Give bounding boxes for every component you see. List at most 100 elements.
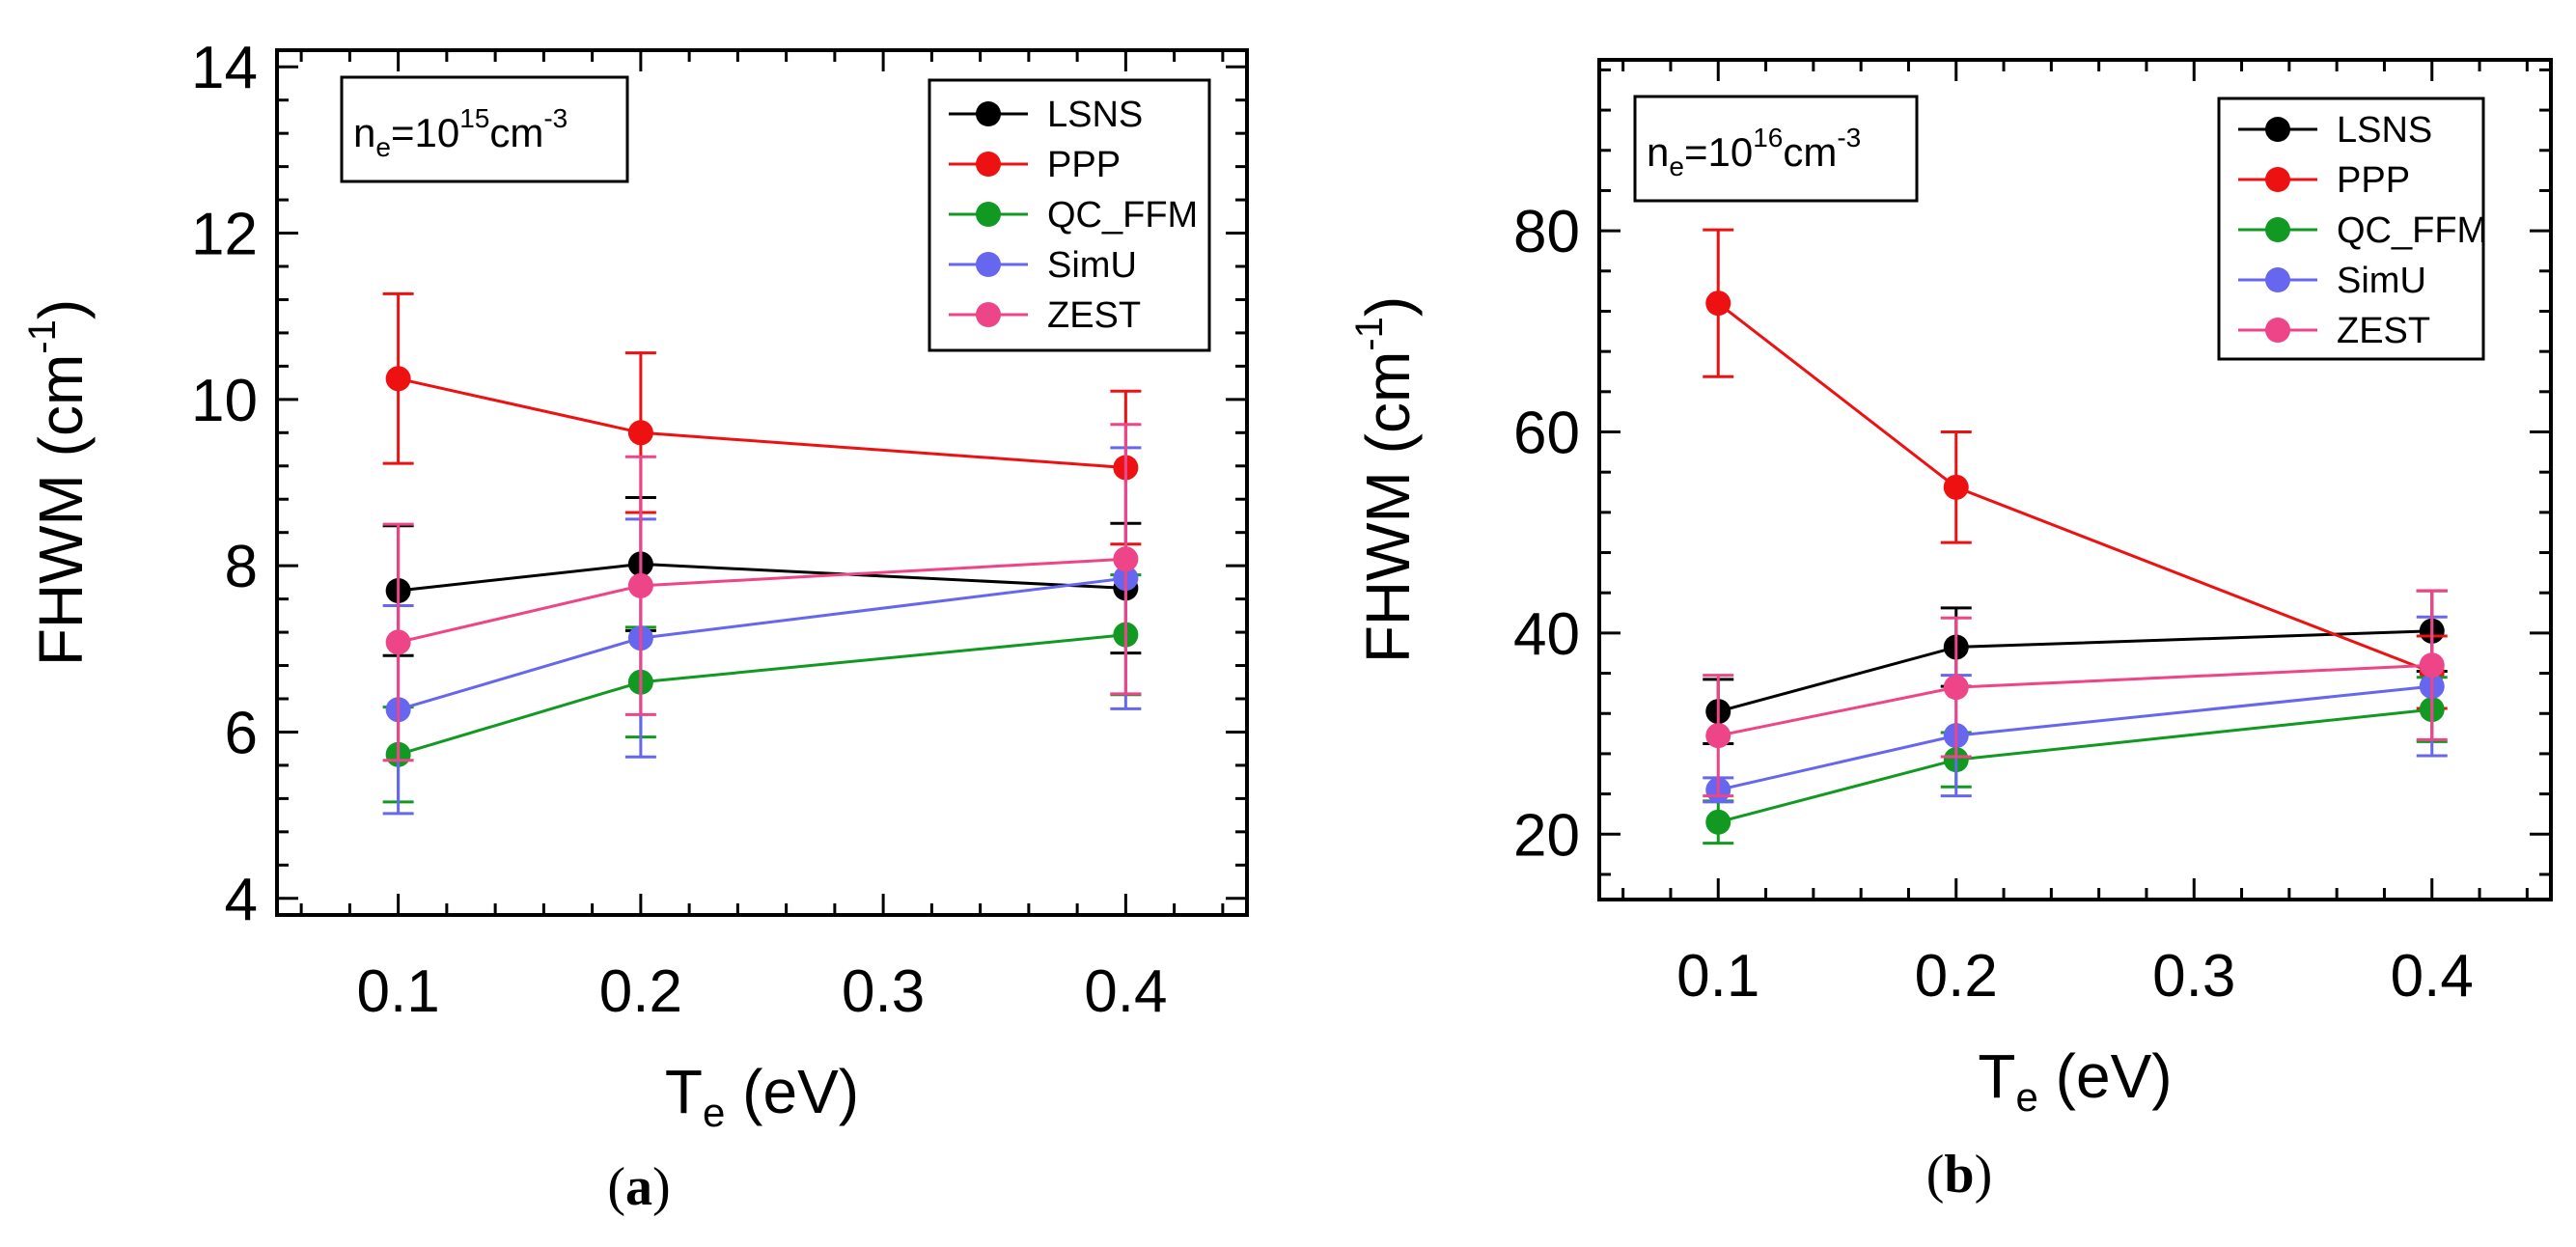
density-annotation: ne=1015cm-3	[340, 75, 629, 183]
chart-panel-a: 0.1 0.2 0.3 0.4 4 6 8 10 12 14 Te (eV) FHWM (cm-1) L…	[21, 35, 1249, 1217]
legend-marker	[2265, 117, 2290, 142]
legend-marker	[976, 252, 1001, 277]
y-axis-title-sup: -1	[21, 319, 64, 354]
data-point	[1943, 675, 1969, 701]
y-axis-title-close: )	[26, 299, 96, 319]
y-axis-title-sup: -1	[1348, 317, 1391, 351]
legend-marker	[2265, 267, 2290, 292]
plot-frame	[1597, 58, 2553, 901]
data-point	[1943, 474, 1969, 500]
annotation-box	[1633, 95, 1919, 203]
legend-label: ZEST	[1047, 295, 1141, 336]
x-axis-title-base: T	[665, 1057, 703, 1126]
legend-label: LSNS	[2337, 110, 2432, 151]
series-line	[398, 557, 1126, 644]
annotation-text: ne=1015cm-3	[353, 103, 568, 162]
x-tick-label: 0.1	[357, 958, 440, 1025]
annotation-unit: cm	[1783, 129, 1837, 175]
series-lsns	[382, 496, 1142, 657]
data-point	[1113, 546, 1139, 572]
y-tick-label: 8	[225, 534, 258, 600]
y-tick-label: 60	[1513, 401, 1580, 467]
legend-marker	[976, 101, 1001, 126]
series-line	[398, 562, 1126, 593]
series-line	[1717, 663, 2432, 737]
y-axis-title: FHWM (cm-1)	[1348, 296, 1423, 663]
x-tick-label: 0.2	[599, 958, 682, 1025]
x-tick-label: 0.1	[1676, 943, 1759, 1010]
x-axis-title: Te (eV)	[665, 1057, 859, 1135]
x-axis-title-rest: (eV)	[2038, 1041, 2173, 1111]
legend-item-qc-ffm: QC_FFM	[2238, 210, 2487, 251]
annotation-sub: e	[375, 132, 391, 162]
series-qc-ffm	[382, 573, 1142, 804]
x-axis-title-sub: e	[703, 1090, 725, 1135]
legend-label: SimU	[2337, 261, 2426, 301]
series-zest	[382, 423, 1142, 762]
legend-label: ZEST	[2337, 311, 2430, 351]
legend-item-lsns: LSNS	[949, 95, 1143, 135]
annotation-mid: =10	[1684, 129, 1753, 175]
x-tick-label: 0.3	[2152, 943, 2235, 1010]
annotation-text: ne=1016cm-3	[1647, 123, 1861, 181]
series-simu	[1703, 615, 2448, 804]
series-qc-ffm	[1703, 676, 2448, 845]
y-axis-title-text: FHWM (cm	[1353, 351, 1423, 663]
data-point	[627, 572, 653, 598]
data-point	[385, 366, 411, 392]
y-tick-label: 6	[225, 700, 258, 766]
annotation-sup: 16	[1753, 123, 1783, 152]
series-zest	[1703, 589, 2448, 798]
series-line	[398, 576, 1126, 711]
data-point	[1705, 809, 1731, 835]
legend-label: PPP	[1047, 145, 1121, 185]
legend-label: QC_FFM	[1047, 195, 1198, 236]
legend-marker	[2265, 217, 2290, 242]
legend-item-simu: SimU	[949, 245, 1137, 286]
legend-item-qc-ffm: QC_FFM	[949, 195, 1198, 236]
legend-item-simu: SimU	[2238, 261, 2426, 301]
annotation-box	[340, 75, 629, 183]
annotation-sup: 15	[459, 103, 489, 133]
annotation-unit: cm	[489, 110, 543, 155]
legend-marker	[976, 202, 1001, 227]
y-tick-label: 10	[191, 368, 258, 434]
y-tick-label: 80	[1513, 199, 1580, 265]
y-axis-title: FHWM (cm-1)	[21, 299, 96, 666]
x-axis-title: Te (eV)	[1978, 1041, 2172, 1120]
series-line	[1717, 684, 2432, 791]
data-point	[1705, 723, 1731, 749]
panel-label-close: )	[1975, 1145, 1993, 1205]
x-tick-label: 0.2	[1915, 943, 1998, 1010]
panel-label: (a)	[607, 1157, 670, 1217]
x-tick-label: 0.4	[2391, 943, 2474, 1010]
data-point	[2419, 652, 2445, 679]
annotation-unit-sup: -3	[1837, 123, 1861, 152]
y-axis-title-text: FHWM (cm	[26, 354, 96, 666]
y-axis-title-close: )	[1353, 296, 1423, 317]
legend-item-ppp: PPP	[949, 145, 1121, 185]
chart-panel-b: 0.1 0.2 0.3 0.4 20 40 60 80 Te (eV) FHWM (cm-1) LS…	[1348, 58, 2553, 1205]
legend: LSNS PPP QC_FFM SimU ZEST	[2217, 97, 2487, 361]
panel-label-close: )	[652, 1157, 671, 1217]
legend-marker	[976, 302, 1001, 327]
legend-item-zest: ZEST	[2238, 311, 2430, 351]
annotation-sub: e	[1669, 152, 1684, 181]
data-point	[385, 629, 411, 655]
y-tick-label: 4	[225, 867, 258, 933]
legend-item-zest: ZEST	[949, 295, 1141, 336]
x-tick-label: 0.4	[1084, 958, 1167, 1025]
legend-label: SimU	[1047, 245, 1137, 286]
density-annotation: ne=1016cm-3	[1633, 95, 1919, 203]
data-point	[1705, 291, 1731, 317]
series-line	[398, 633, 1126, 757]
panel-label-letter: b	[1944, 1145, 1974, 1205]
y-tick-label: 12	[191, 202, 258, 268]
x-axis-title-rest: (eV)	[725, 1057, 859, 1126]
panel-label-open: (	[607, 1157, 625, 1217]
x-axis-title-base: T	[1978, 1041, 2015, 1111]
annotation-unit-sup: -3	[543, 103, 568, 133]
legend: LSNS PPP QC_FFM SimU ZEST	[928, 78, 1211, 352]
panel-label-open: (	[1926, 1145, 1945, 1205]
